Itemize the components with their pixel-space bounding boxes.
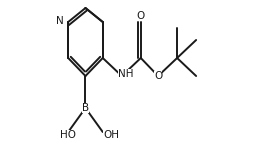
Text: NH: NH (118, 69, 134, 79)
Text: HO: HO (60, 130, 76, 140)
Text: OH: OH (103, 130, 119, 140)
Text: B: B (82, 103, 89, 113)
Text: O: O (137, 11, 145, 21)
Text: N: N (56, 16, 64, 26)
Text: O: O (154, 71, 162, 81)
